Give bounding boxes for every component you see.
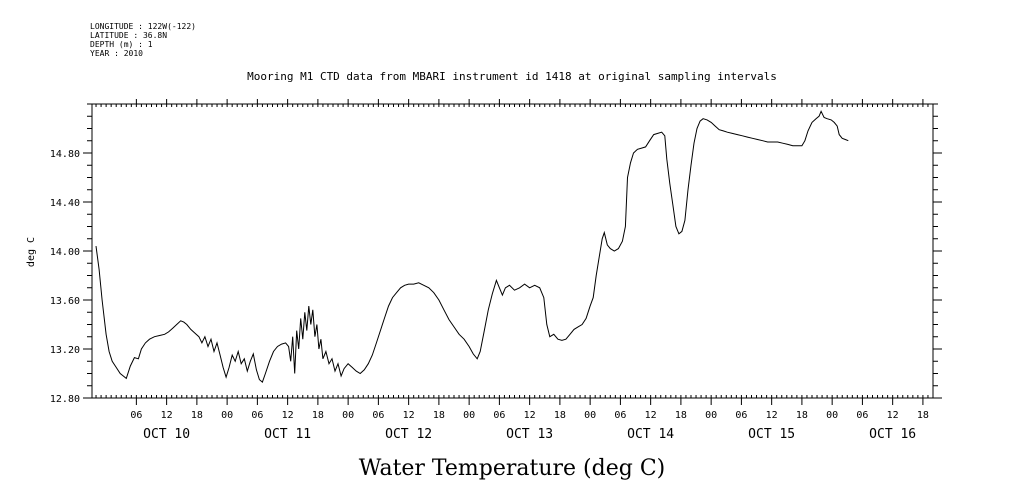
x-tick-label: 06 — [130, 410, 142, 421]
x-day-label: OCT 12 — [385, 427, 432, 442]
x-tick-label: 00 — [705, 410, 717, 421]
x-tick-label: 12 — [524, 410, 536, 421]
x-tick-label: 12 — [766, 410, 778, 421]
x-tick-label: 00 — [584, 410, 596, 421]
x-tick-label: 18 — [312, 410, 324, 421]
x-day-label: OCT 16 — [869, 427, 916, 442]
x-tick-label: 12 — [282, 410, 294, 421]
year-label: YEAR : 2010 — [90, 49, 143, 58]
labels-layer: 06 12 18 00 06 12 18 00 06 12 18 00 06 12 18 00 06 12 18 00… — [50, 149, 929, 442]
x-tick-label: 18 — [554, 410, 566, 421]
x-axis-label: Water Temperature (deg C) — [359, 456, 666, 481]
x-tick-label: 00 — [221, 410, 233, 421]
x-tick-label: 06 — [493, 410, 505, 421]
x-tick-label: 18 — [917, 410, 929, 421]
x-tick-label: 18 — [191, 410, 203, 421]
chart-title: Mooring M1 CTD data from MBARI instrumen… — [247, 70, 777, 83]
series-layer — [95, 110, 849, 383]
x-day-label: OCT 11 — [264, 427, 311, 442]
latitude-label: LATITUDE : 36.8N — [90, 31, 168, 40]
depth-label: DEPTH (m) : 1 — [90, 40, 153, 49]
x-tick-label: 18 — [675, 410, 687, 421]
y-tick-label: 14.80 — [50, 149, 80, 160]
series-line-0 — [95, 110, 849, 383]
y-tick-label: 14.40 — [50, 198, 80, 209]
x-tick-label: 12 — [887, 410, 899, 421]
x-tick-label: 06 — [856, 410, 868, 421]
x-tick-label: 18 — [796, 410, 808, 421]
x-tick-label: 12 — [161, 410, 173, 421]
y-tick-label: 13.20 — [50, 345, 80, 356]
x-tick-label: 00 — [463, 410, 475, 421]
y-axis-label: deg C — [26, 237, 37, 267]
y-tick-label: 12.80 — [50, 394, 80, 405]
x-tick-label: 12 — [645, 410, 657, 421]
x-tick-label: 00 — [826, 410, 838, 421]
x-tick-label: 00 — [342, 410, 354, 421]
x-tick-label: 18 — [433, 410, 445, 421]
ticks-layer — [83, 99, 942, 405]
x-tick-label: 06 — [735, 410, 747, 421]
metadata-block: LONGITUDE : 122W(-122) LATITUDE : 36.8N … — [90, 22, 196, 58]
x-tick-label: 06 — [251, 410, 263, 421]
plot-frame — [91, 103, 934, 399]
x-tick-label: 12 — [403, 410, 415, 421]
y-tick-label: 14.00 — [50, 247, 80, 258]
x-tick-label: 06 — [614, 410, 626, 421]
x-day-label: OCT 10 — [143, 427, 190, 442]
x-day-label: OCT 14 — [627, 427, 674, 442]
x-day-label: OCT 15 — [748, 427, 795, 442]
x-tick-label: 06 — [372, 410, 384, 421]
longitude-label: LONGITUDE : 122W(-122) — [90, 22, 196, 31]
x-day-label: OCT 13 — [506, 427, 553, 442]
y-tick-label: 13.60 — [50, 296, 80, 307]
